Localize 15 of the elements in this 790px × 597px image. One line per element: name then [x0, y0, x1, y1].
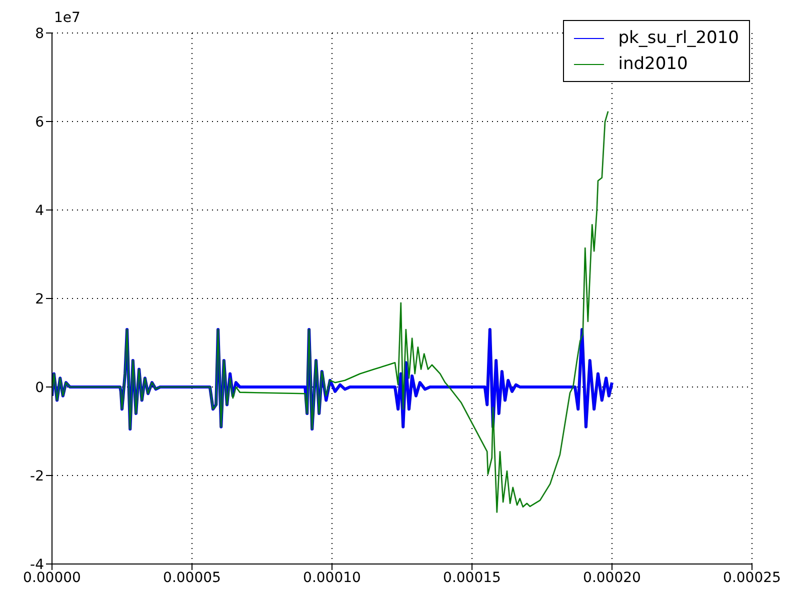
x-tick-label: 0.00025 — [723, 570, 781, 586]
y-tick-label: 8 — [35, 26, 44, 42]
y-tick-label: -2 — [30, 468, 44, 484]
line-series — [52, 110, 609, 513]
y-tick-label: 4 — [35, 202, 44, 219]
x-tick-label: 0.00015 — [443, 570, 501, 586]
y-tick-label: 2 — [35, 291, 44, 308]
text: 1e7 — [54, 10, 80, 26]
legend-label: ind2010 — [618, 53, 688, 76]
x-tick-label: 0.00005 — [163, 570, 221, 586]
legend-label: pk_su_rl_2010 — [618, 27, 739, 50]
y-tick-label: 0 — [35, 380, 44, 396]
x-tick-label: 0.00010 — [303, 570, 361, 586]
y-tick-label: 6 — [35, 114, 44, 130]
x-tick-label: 0.00020 — [583, 570, 641, 586]
